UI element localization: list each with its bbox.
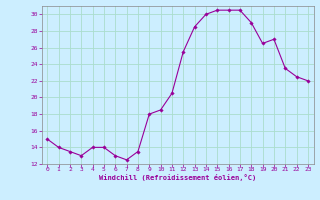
X-axis label: Windchill (Refroidissement éolien,°C): Windchill (Refroidissement éolien,°C)	[99, 174, 256, 181]
